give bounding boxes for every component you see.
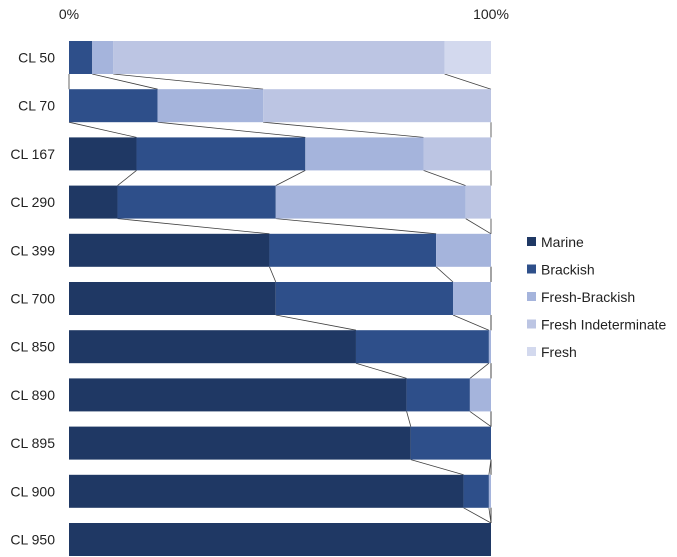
bar-segment-marine — [69, 233, 270, 267]
legend-swatch — [527, 237, 536, 246]
legend-swatch — [527, 319, 536, 329]
series-connector-line — [355, 362, 407, 379]
bar-segment-marine — [69, 474, 464, 508]
bar-segment-fresh — [444, 41, 491, 74]
category-label: CL 290 — [10, 194, 55, 210]
bar-segment-fresh-brackish — [157, 89, 264, 123]
category-label: CL 950 — [10, 532, 55, 548]
legend-label: Fresh Indeterminate — [541, 317, 666, 333]
bar-segment-marine — [69, 137, 137, 171]
bar-segment-brackish — [269, 233, 437, 267]
bar-segment-brackish — [117, 185, 276, 219]
legend-label: Fresh — [541, 344, 577, 360]
bar-segment-brackish — [355, 330, 489, 364]
bar-segment-brackish — [69, 89, 158, 123]
bar-segment-marine — [69, 185, 118, 219]
series-connector-line — [117, 218, 270, 235]
legend-label: Marine — [541, 234, 584, 250]
bar-segment-fresh-brackish — [305, 137, 424, 171]
legend-swatch — [527, 292, 536, 301]
bar-segment-fresh-indeterminate — [263, 89, 491, 123]
x-tick-label: 100% — [473, 6, 509, 22]
bar-segment-fresh-indeterminate — [113, 41, 445, 74]
category-label: CL 895 — [10, 435, 55, 451]
bar-segment-fresh-brackish — [453, 282, 491, 315]
series-connector-line — [452, 314, 490, 331]
series-connector-line — [275, 314, 357, 331]
series-connector-line — [469, 362, 490, 379]
bar-segment-marine — [69, 330, 356, 364]
series-connector-line — [263, 121, 424, 138]
series-connector-line — [410, 459, 464, 476]
category-label: CL 850 — [10, 339, 55, 355]
bar-segment-brackish — [275, 282, 454, 315]
bar-segment-brackish — [410, 426, 491, 460]
bar-segment-fresh-brackish — [436, 233, 491, 267]
bar-segment-marine — [69, 426, 411, 460]
series-connector-line — [117, 170, 137, 186]
series-connector-line — [465, 218, 492, 235]
legend-label: Brackish — [541, 262, 595, 278]
bar-segment-brackish — [463, 474, 489, 508]
series-connector-line — [423, 170, 466, 186]
bar-segment-marine — [69, 378, 407, 412]
bar-segment-fresh-brackish — [488, 330, 491, 364]
category-label: CL 70 — [18, 98, 55, 114]
bar-segment-fresh-indeterminate — [423, 137, 491, 171]
bar-segment-fresh-brackish — [275, 185, 466, 219]
category-label: CL 167 — [10, 146, 55, 162]
bar-segment-marine — [69, 523, 491, 556]
series-connector-line — [275, 218, 437, 235]
series-connector-line — [269, 266, 277, 283]
category-label: CL 399 — [10, 242, 55, 258]
series-connector-line — [157, 121, 306, 138]
series-connector-line — [68, 121, 137, 138]
bar-segment-brackish — [69, 41, 93, 74]
category-label: CL 900 — [10, 483, 55, 499]
category-label: CL 890 — [10, 387, 55, 403]
legend-swatch — [527, 347, 536, 356]
series-connector-line — [113, 73, 264, 90]
bar-segment-fresh-indeterminate — [465, 185, 491, 219]
series-connector-line — [469, 411, 492, 427]
bar-segment-fresh-brackish — [469, 378, 491, 412]
x-tick-label: 0% — [59, 6, 79, 22]
bar-segment-fresh-brackish — [92, 41, 114, 74]
bar-segment-marine — [69, 282, 276, 315]
series-connector-line — [406, 411, 412, 427]
series-connector-line — [92, 73, 158, 90]
category-label: CL 700 — [10, 291, 55, 307]
category-label: CL 50 — [18, 50, 55, 66]
bar-segment-brackish — [136, 137, 306, 171]
legend-swatch — [527, 264, 536, 274]
series-connector-line — [444, 73, 492, 90]
series-connector-line — [435, 266, 454, 283]
series-connector-line — [463, 507, 492, 524]
series-connector-line — [275, 170, 306, 186]
bar-segment-brackish — [406, 378, 470, 412]
legend-label: Fresh-Brackish — [541, 289, 635, 305]
bar-segment-fresh-brackish — [488, 474, 491, 508]
